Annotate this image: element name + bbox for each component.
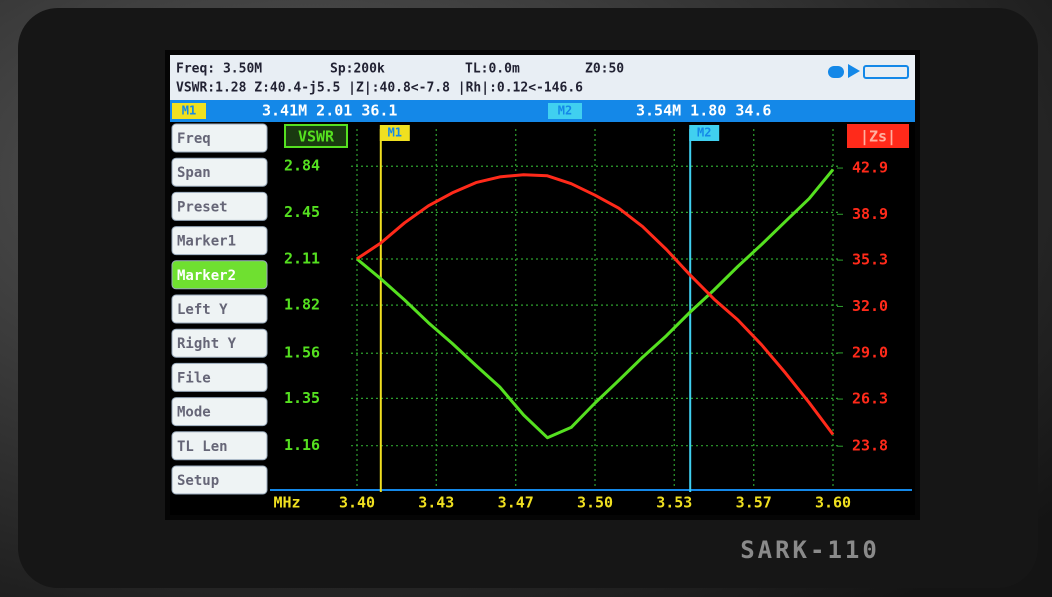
y-tick-label: 1.56 (284, 344, 320, 362)
menu-button-label[interactable]: Mode (177, 405, 211, 421)
menu-button-label[interactable]: Span (177, 165, 211, 181)
header-field: Sp:200k (330, 62, 385, 77)
y-tick-label: 2.84 (284, 157, 320, 175)
x-tick-label: 3.50 (577, 494, 613, 512)
marker-tag: M2 (558, 104, 572, 118)
menu-button-label[interactable]: Right Y (177, 336, 237, 352)
y2-tick-label: 29.0 (852, 343, 888, 361)
header-readout: VSWR:1.28 Z:40.4-j5.5 |Z|:40.8<-7.8 |Rh|… (176, 81, 583, 96)
header-field: Freq: 3.50M (176, 62, 262, 77)
menu-button-label[interactable]: Marker2 (177, 268, 236, 284)
y-tick-label: 2.11 (284, 249, 320, 267)
marker-readout: 3.54M 1.80 34.6 (636, 102, 771, 120)
marker-label: M2 (697, 126, 711, 140)
marker-readout: 3.41M 2.01 36.1 (262, 102, 397, 120)
legend-label: |Zs| (860, 128, 896, 147)
menu-button-label[interactable]: Freq (177, 131, 211, 147)
y2-tick-label: 32.0 (852, 297, 888, 315)
brand: SARK-110 (740, 536, 880, 564)
x-tick-label: 3.40 (339, 494, 375, 512)
x-tick-label: 3.60 (815, 494, 851, 512)
device-photo: SARK-110 Freq: 3.50M Sp:200k TL:0.0m Z0:… (0, 0, 1052, 597)
legend-label: VSWR (298, 128, 335, 146)
y-tick-label: 1.82 (284, 296, 320, 314)
page: { "device": "SARK-110", "header": { "lin… (0, 0, 1052, 597)
y-tick-label: 1.16 (284, 436, 320, 454)
menu-button-label[interactable]: Preset (177, 199, 228, 215)
y2-tick-label: 38.9 (852, 205, 888, 223)
y2-tick-label: 42.9 (852, 159, 888, 177)
menu-button-label[interactable]: Marker1 (177, 234, 236, 250)
x-tick-label: 3.57 (736, 494, 772, 512)
menu-button-label[interactable]: Setup (177, 473, 219, 489)
menu-button-label[interactable]: TL Len (177, 439, 228, 455)
y2-tick-label: 26.3 (852, 390, 888, 408)
header-field: TL:0.0m (465, 62, 520, 77)
menu-button-label[interactable]: Left Y (177, 302, 228, 318)
marker-tag: M1 (182, 104, 196, 118)
header-field: Z0:50 (585, 62, 624, 77)
marker-label: M1 (388, 126, 402, 140)
y-tick-label: 2.45 (284, 203, 320, 221)
icon (828, 66, 844, 78)
menu-button-label[interactable]: File (177, 370, 211, 386)
x-tick-label: 3.43 (418, 494, 454, 512)
x-axis-label: MHz (273, 494, 300, 512)
y2-tick-label: 35.3 (852, 251, 888, 269)
x-tick-label: 3.53 (656, 494, 692, 512)
x-tick-label: 3.47 (498, 494, 534, 512)
y-tick-label: 1.35 (284, 389, 320, 407)
y2-tick-label: 23.8 (852, 437, 888, 455)
